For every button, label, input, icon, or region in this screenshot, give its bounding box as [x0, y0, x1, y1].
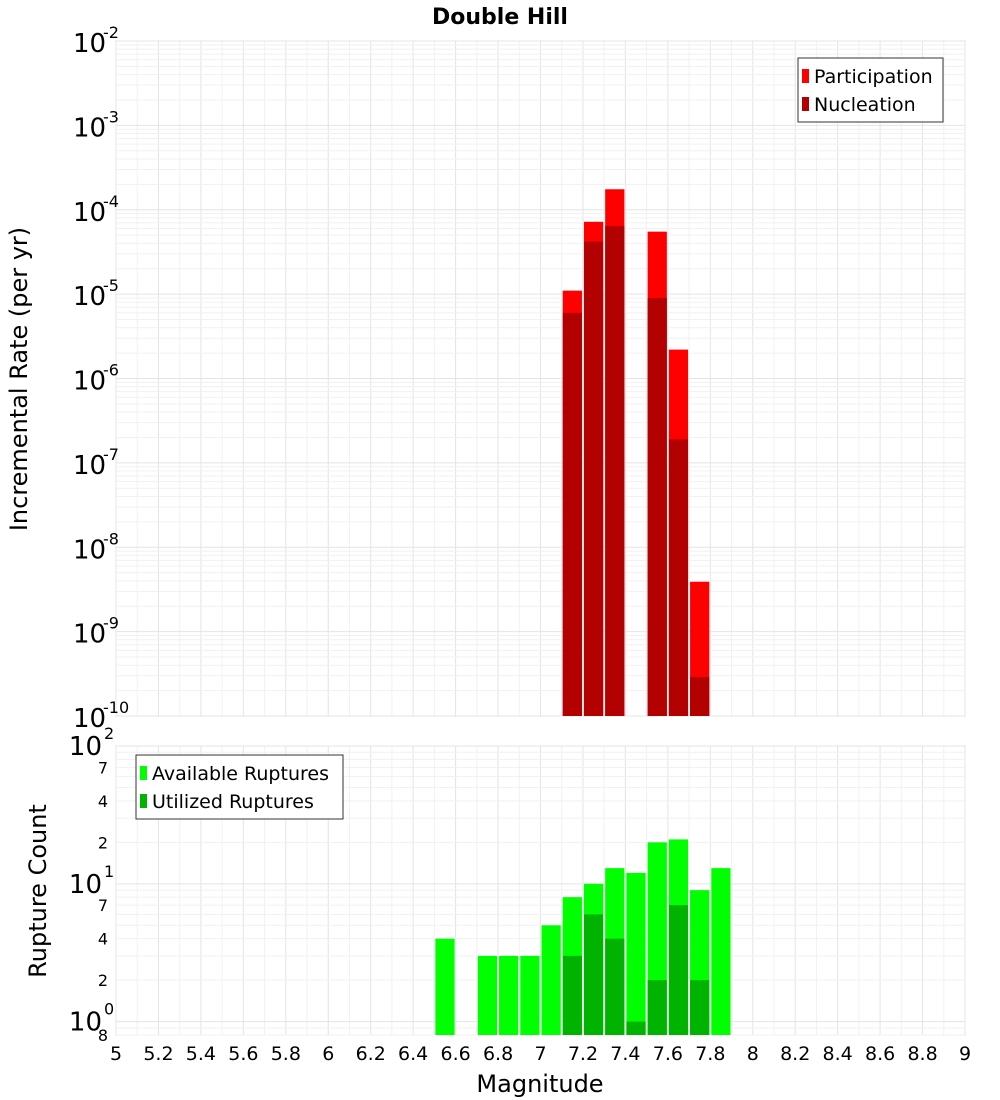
bar-utilized-ruptures	[647, 980, 667, 1035]
y-tick-label: 2	[98, 971, 108, 990]
x-tick-label: 7	[534, 1043, 546, 1065]
y-tick-label: 10	[73, 620, 106, 650]
bar-utilized-ruptures	[605, 938, 625, 1035]
legend-swatch	[802, 69, 809, 83]
legend-entry: Nucleation	[814, 94, 916, 116]
x-tick-label: 6	[322, 1043, 334, 1065]
bar-utilized-ruptures	[668, 905, 689, 1035]
bar-nucleation	[562, 312, 582, 716]
y-tick-label: 4	[98, 930, 108, 949]
legend-swatch	[802, 97, 809, 111]
y-tick-label: 10	[73, 704, 106, 734]
y-tick-exponent: -9	[103, 614, 119, 633]
x-tick-label: 6.8	[483, 1043, 513, 1065]
legend-swatch	[140, 794, 147, 808]
y-tick-label: 8	[98, 1026, 108, 1045]
x-tick-label: 7.6	[653, 1043, 683, 1065]
bar-utilized-ruptures	[626, 1021, 646, 1035]
bar-nucleation	[668, 439, 689, 716]
x-tick-label: 7.8	[695, 1043, 725, 1065]
y-tick-label: 10	[73, 535, 106, 565]
y-tick-exponent: -2	[103, 23, 119, 42]
top-legend: Participation Nucleation	[797, 57, 944, 123]
y-tick-label: 10	[69, 1008, 102, 1038]
bottom-grid	[115, 745, 966, 1036]
x-ticks: 5 5.2 5.4 5.6 5.8 6 6.2 6.4 6.6 6.8 7 7.2 7.4 7.6 7.8 8…	[110, 1043, 971, 1065]
y-tick-label: 4	[98, 792, 108, 811]
bottom-bars	[435, 839, 731, 1035]
y-tick-label: 7	[98, 758, 108, 777]
y-tick-label: 10	[73, 367, 106, 397]
x-tick-label: 5.4	[186, 1043, 216, 1065]
legend-entry: Available Ruptures	[152, 763, 329, 785]
y-tick-exponent: -5	[103, 276, 119, 295]
bar-available-ruptures	[499, 955, 519, 1035]
legend-entry: Utilized Ruptures	[152, 791, 314, 813]
bar-available-ruptures	[711, 868, 731, 1035]
top-y-axis-label: Incremental Rate (per yr)	[5, 227, 33, 531]
bar-available-ruptures	[520, 955, 540, 1035]
bar-utilized-ruptures	[562, 955, 582, 1035]
bar-available-ruptures	[477, 955, 498, 1035]
x-tick-label: 5.8	[271, 1043, 301, 1065]
y-tick-exponent: -6	[103, 361, 119, 380]
y-tick-label: 10	[73, 282, 106, 312]
legend-box	[797, 57, 944, 123]
y-tick-exponent: 2	[104, 724, 114, 743]
bottom-legend: Available Ruptures Utilized Ruptures	[135, 754, 344, 820]
x-tick-label: 8.8	[907, 1043, 937, 1065]
x-tick-label: 6.4	[398, 1043, 428, 1065]
x-tick-label: 5	[110, 1043, 122, 1065]
top-bars	[562, 189, 710, 717]
y-tick-exponent: 0	[104, 1000, 114, 1019]
bottom-y-axis-label: Rupture Count	[24, 804, 52, 978]
y-tick-label: 10	[69, 870, 102, 900]
bar-nucleation	[690, 676, 710, 716]
chart-title: Double Hill	[432, 5, 568, 30]
x-tick-label: 5.2	[143, 1043, 173, 1065]
bar-utilized-ruptures	[583, 914, 604, 1035]
y-tick-label: 10	[73, 451, 106, 481]
bar-nucleation	[583, 241, 604, 717]
bar-nucleation	[605, 226, 625, 716]
y-tick-exponent: 1	[104, 862, 114, 881]
y-tick-exponent: -8	[103, 529, 119, 548]
bar-available-ruptures	[435, 938, 455, 1035]
y-tick-exponent: -7	[103, 445, 119, 464]
x-tick-label: 8.4	[823, 1043, 853, 1065]
legend-box	[135, 754, 344, 820]
y-tick-label: 10	[73, 198, 106, 228]
top-panel: 10-210-310-410-510-610-710-810-910-10 In…	[5, 23, 966, 734]
legend-swatch	[140, 766, 147, 780]
x-tick-label: 7.4	[610, 1043, 640, 1065]
bar-available-ruptures	[626, 872, 646, 1035]
x-tick-label: 6.6	[440, 1043, 470, 1065]
top-y-ticks: 10-210-310-410-510-610-710-810-910-10	[73, 23, 129, 734]
x-tick-label: 8	[747, 1043, 759, 1065]
y-tick-exponent: -4	[103, 192, 119, 211]
bar-nucleation	[647, 297, 667, 716]
legend-entry: Participation	[814, 66, 933, 88]
y-tick-exponent: -3	[103, 107, 119, 126]
bar-utilized-ruptures	[690, 980, 710, 1035]
x-tick-label: 8.2	[780, 1043, 810, 1065]
y-tick-label: 7	[98, 896, 108, 915]
y-tick-exponent: -10	[103, 698, 129, 717]
y-tick-label: 10	[73, 29, 106, 59]
x-tick-label: 8.6	[865, 1043, 895, 1065]
bar-available-ruptures	[541, 925, 561, 1035]
x-tick-label: 7.2	[568, 1043, 598, 1065]
x-axis-label: Magnitude	[476, 1070, 603, 1098]
x-tick-label: 5.6	[228, 1043, 258, 1065]
top-grid	[115, 40, 966, 717]
y-tick-label: 10	[69, 732, 102, 762]
y-tick-label: 2	[98, 833, 108, 852]
x-tick-label: 6.2	[356, 1043, 386, 1065]
x-tick-label: 9	[959, 1043, 971, 1065]
y-tick-label: 10	[73, 113, 106, 143]
